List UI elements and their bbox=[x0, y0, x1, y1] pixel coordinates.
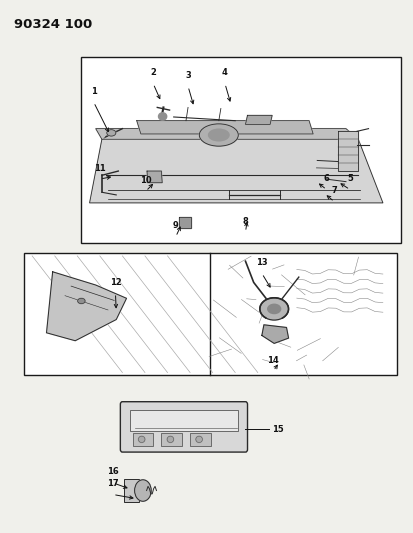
Bar bbox=[130, 410, 238, 431]
Ellipse shape bbox=[78, 298, 85, 304]
Text: 5: 5 bbox=[347, 174, 353, 183]
Text: 90324 100: 90324 100 bbox=[14, 18, 92, 31]
Polygon shape bbox=[178, 217, 191, 228]
Bar bbox=[161, 433, 182, 446]
Ellipse shape bbox=[199, 124, 238, 146]
Bar bbox=[81, 57, 401, 243]
Ellipse shape bbox=[209, 129, 229, 141]
Ellipse shape bbox=[107, 130, 116, 136]
Ellipse shape bbox=[159, 113, 167, 120]
Ellipse shape bbox=[135, 480, 151, 501]
Text: 1: 1 bbox=[91, 87, 97, 96]
Polygon shape bbox=[262, 325, 289, 343]
Bar bbox=[24, 253, 397, 375]
Text: 14: 14 bbox=[268, 356, 279, 365]
Text: 10: 10 bbox=[140, 176, 152, 185]
Ellipse shape bbox=[260, 298, 289, 320]
Ellipse shape bbox=[138, 436, 145, 442]
Text: 17: 17 bbox=[107, 479, 119, 488]
Polygon shape bbox=[90, 139, 383, 203]
Ellipse shape bbox=[196, 436, 202, 442]
Polygon shape bbox=[338, 131, 358, 171]
Text: 12: 12 bbox=[109, 278, 121, 287]
Text: 8: 8 bbox=[242, 217, 248, 225]
Text: 2: 2 bbox=[150, 68, 156, 77]
Text: 9: 9 bbox=[173, 221, 178, 230]
Bar bbox=[190, 433, 211, 446]
Text: 6: 6 bbox=[324, 174, 330, 183]
Bar bbox=[124, 479, 139, 503]
Text: 11: 11 bbox=[94, 164, 106, 173]
Text: 4: 4 bbox=[222, 68, 228, 77]
Polygon shape bbox=[47, 272, 126, 341]
Text: 7: 7 bbox=[332, 187, 337, 196]
Text: 16: 16 bbox=[107, 467, 119, 477]
Polygon shape bbox=[96, 128, 358, 139]
Ellipse shape bbox=[268, 304, 281, 313]
Text: 3: 3 bbox=[185, 71, 191, 80]
Polygon shape bbox=[137, 120, 313, 134]
Ellipse shape bbox=[167, 436, 174, 442]
Polygon shape bbox=[245, 115, 272, 124]
Text: 13: 13 bbox=[256, 258, 268, 267]
Polygon shape bbox=[147, 171, 162, 183]
Bar bbox=[133, 433, 153, 446]
FancyBboxPatch shape bbox=[120, 402, 247, 452]
Text: 15: 15 bbox=[272, 425, 284, 434]
